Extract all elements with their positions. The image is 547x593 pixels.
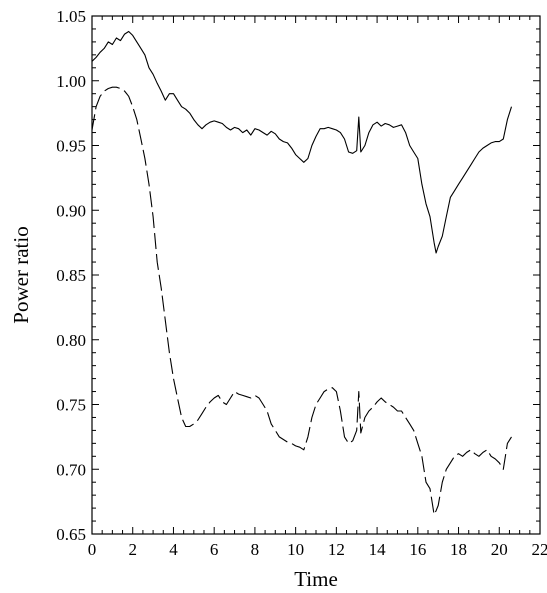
- series-line-dashed: [91, 86, 512, 516]
- x-tick-label: 2: [128, 540, 137, 559]
- y-tick-label: 0.80: [56, 331, 86, 350]
- x-tick-label: 20: [491, 540, 508, 559]
- x-tick-label: 16: [409, 540, 426, 559]
- x-tick-label: 10: [287, 540, 304, 559]
- y-tick-label: 1.05: [56, 7, 86, 26]
- axis-ticks: [91, 15, 541, 535]
- axis-tick-labels: 0 2 4 6 8 10 12 14 16 18 20 22 0.65 0.70 0.75 0.80 0.85 0…: [56, 7, 547, 559]
- x-tick-label: 8: [251, 540, 260, 559]
- y-axis-label: Power ratio: [9, 226, 33, 323]
- x-tick-label: 18: [450, 540, 467, 559]
- y-tick-label: 0.65: [56, 525, 86, 544]
- x-axis-label: Time: [294, 567, 338, 591]
- y-tick-label: 1.00: [56, 72, 86, 91]
- y-tick-label: 0.75: [56, 396, 86, 415]
- series-line-solid: [91, 30, 513, 254]
- y-tick-label: 0.70: [56, 460, 86, 479]
- x-tick-label: 22: [532, 540, 547, 559]
- x-tick-label: 0: [88, 540, 97, 559]
- x-tick-label: 6: [210, 540, 219, 559]
- x-tick-label: 4: [169, 540, 178, 559]
- x-tick-label: 12: [328, 540, 345, 559]
- series-lines: [91, 30, 513, 516]
- y-tick-label: 0.90: [56, 201, 86, 220]
- y-tick-label: 0.85: [56, 266, 86, 285]
- y-tick-label: 0.95: [56, 137, 86, 156]
- x-tick-label: 14: [369, 540, 387, 559]
